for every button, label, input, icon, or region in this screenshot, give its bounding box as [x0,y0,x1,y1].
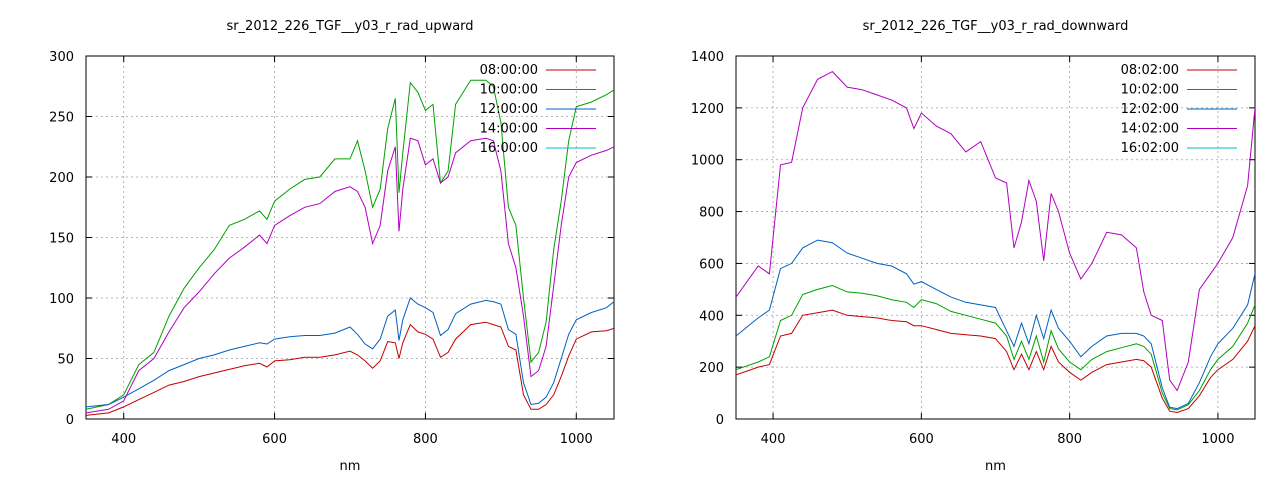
series-line-12-00-00 [86,297,614,408]
series-line-08-02-00 [736,309,1255,414]
y-tick-label: 0 [716,413,724,428]
y-tick-label: 200 [699,361,724,376]
legend-label: 16:00:00 [480,141,538,156]
legend-label: 14:00:00 [480,122,538,137]
series-line-12-02-00 [736,239,1255,410]
x-tick-label: 600 [262,432,287,447]
legend-label: 10:00:00 [480,83,538,98]
y-tick-label: 300 [49,50,74,65]
series-line-10-02-00 [736,284,1255,411]
y-tick-label: 1200 [691,102,724,117]
y-tick-label: 1000 [691,154,724,169]
chart-title: sr_2012_226_TGF__y03_r_rad_downward [863,19,1129,34]
x-tick-label: 600 [909,432,934,447]
x-tick-label: 400 [111,432,136,447]
x-tick-label: 800 [1057,432,1082,447]
series-line-10-00-00 [86,79,614,410]
chart-1: 400 600 800 1000 0 50 100 150 200 250 300 sr_2012_2… [49,19,615,474]
y-tick-label: 50 [57,353,74,368]
x-tick-label: 1000 [560,432,593,447]
legend-label: 08:00:00 [480,63,538,78]
chart-2: 400 600 800 1000 0 200 400 600 800 1000 1200 1400 sr… [691,19,1256,474]
y-tick-label: 400 [699,309,724,324]
legend-label: 08:02:00 [1121,63,1179,78]
series-line-14-02-00 [736,70,1255,392]
x-tick-label: 400 [761,432,786,447]
y-tick-label: 800 [699,206,724,221]
legend-label: 12:02:00 [1121,102,1179,117]
y-tick-label: 1400 [691,50,724,65]
chart-title: sr_2012_226_TGF__y03_r_rad_upward [226,19,473,34]
y-tick-label: 0 [66,413,74,428]
legend-label: 14:02:00 [1121,122,1179,137]
y-tick-label: 150 [49,232,74,247]
legend-label: 16:02:00 [1121,141,1179,156]
x-tick-label: 800 [413,432,438,447]
legend-label: 10:02:00 [1121,83,1179,98]
y-tick-label: 250 [49,111,74,126]
y-tick-label: 100 [49,292,74,307]
series-line-08-00-00 [86,321,614,416]
y-tick-label: 200 [49,171,74,186]
x-axis-label: nm [340,459,361,474]
y-tick-label: 600 [699,257,724,272]
x-tick-label: 1000 [1201,432,1234,447]
legend-label: 12:00:00 [480,102,538,117]
x-axis-label: nm [985,459,1006,474]
plot-frame [735,55,1256,420]
series-line-14-00-00 [86,137,614,414]
